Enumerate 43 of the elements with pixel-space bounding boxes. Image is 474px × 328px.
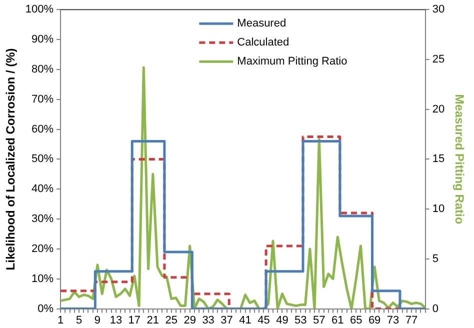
x-tick-label: 13 bbox=[110, 314, 122, 326]
x-tick-label: 45 bbox=[258, 314, 270, 326]
x-tick-label: 29 bbox=[184, 314, 196, 326]
x-tick-label: 9 bbox=[94, 314, 101, 326]
y2-axis-title: Measured Pitting Ratio bbox=[452, 94, 466, 224]
legend-label: Measured bbox=[237, 18, 286, 30]
x-tick-label: 57 bbox=[313, 314, 326, 326]
y-tick-label: 60% bbox=[32, 123, 54, 136]
y-tick-label: 30% bbox=[32, 213, 54, 226]
y2-tick-label: 25 bbox=[432, 54, 445, 66]
y-tick-label: 0% bbox=[38, 302, 54, 315]
y-axis-title: Likelihood of Localized Corrosion / (%) bbox=[4, 48, 18, 270]
y2-tick-label: 30 bbox=[432, 4, 445, 16]
x-tick-label: 17 bbox=[128, 314, 141, 326]
x-tick-label: 77 bbox=[405, 314, 418, 326]
x-tick-label: 69 bbox=[368, 314, 381, 326]
y-tick-label: 50% bbox=[32, 153, 54, 166]
x-tick-label: 5 bbox=[76, 314, 82, 326]
y2-tick-label: 15 bbox=[432, 153, 445, 166]
legend-label: Calculated bbox=[237, 36, 290, 49]
x-tick-label: 37 bbox=[220, 314, 233, 326]
y-tick-label: 10% bbox=[32, 272, 54, 285]
y-tick-label: 90% bbox=[32, 34, 54, 46]
legend-label: Maximum Pitting Ratio bbox=[237, 56, 348, 68]
y-tick-label: 100% bbox=[25, 4, 54, 16]
y2-tick-label: 20 bbox=[432, 103, 445, 116]
x-tick-label: 49 bbox=[276, 314, 288, 326]
y2-tick-label: 0 bbox=[432, 302, 438, 315]
x-tick-label: 53 bbox=[294, 314, 307, 326]
x-tick-label: 33 bbox=[202, 314, 214, 326]
y-tick-label: 40% bbox=[32, 183, 54, 196]
y2-tick-label: 10 bbox=[432, 203, 445, 216]
x-tick-label: 65 bbox=[350, 314, 362, 326]
y2-tick-label: 5 bbox=[432, 252, 438, 265]
y-tick-label: 80% bbox=[32, 63, 54, 76]
y-tick-label: 70% bbox=[32, 93, 54, 106]
x-tick-label: 41 bbox=[239, 314, 252, 326]
x-tick-label: 61 bbox=[331, 314, 344, 326]
x-tick-label: 1 bbox=[57, 314, 64, 326]
x-tick-label: 25 bbox=[165, 314, 178, 326]
y-tick-label: 20% bbox=[32, 242, 54, 255]
x-tick-label: 73 bbox=[386, 314, 400, 326]
x-tick-label: 21 bbox=[146, 314, 160, 326]
